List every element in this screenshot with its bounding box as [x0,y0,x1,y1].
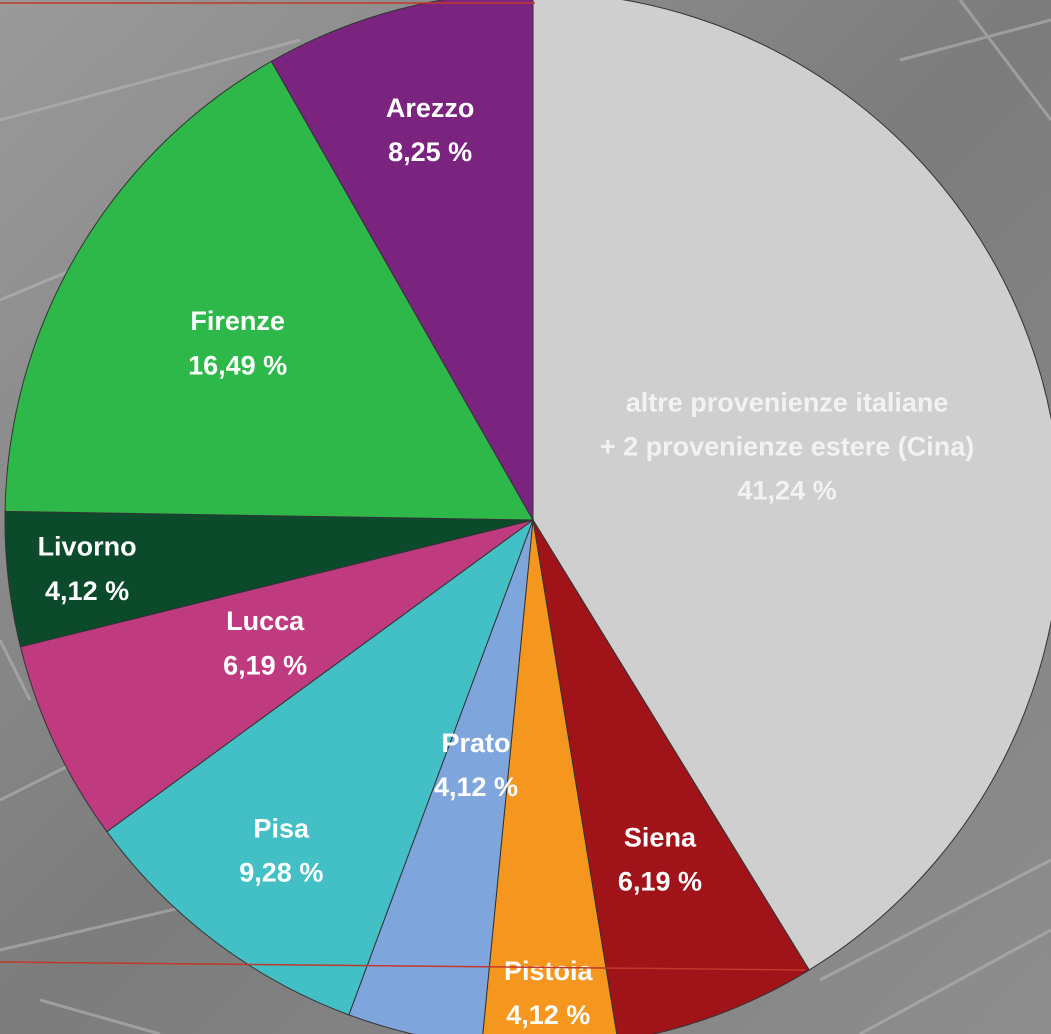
slice-label: Lucca [226,606,305,636]
value-label: 41,24 % [738,475,837,505]
chart: altre provenienze italiane+ 2 provenienz… [0,0,1051,1034]
slice-label: Arezzo [386,93,475,123]
value-label: 4,12 % [434,772,518,802]
value-label: 16,49 % [188,350,287,380]
value-label: 4,12 % [45,576,129,606]
slice-label: Firenze [190,306,285,336]
slice-label: Prato [441,728,510,758]
value-label: 8,25 % [388,137,472,167]
value-label: 9,28 % [239,858,323,888]
slice-label: Siena [624,823,697,853]
slice-label: Pistoia [504,956,594,986]
value-label: 6,19 % [618,867,702,897]
pie [5,0,1051,1034]
slice-label: Livorno [38,532,137,562]
value-label: 4,12 % [506,1000,590,1030]
slice-label: Pisa [254,814,311,844]
value-label: 6,19 % [223,650,307,680]
